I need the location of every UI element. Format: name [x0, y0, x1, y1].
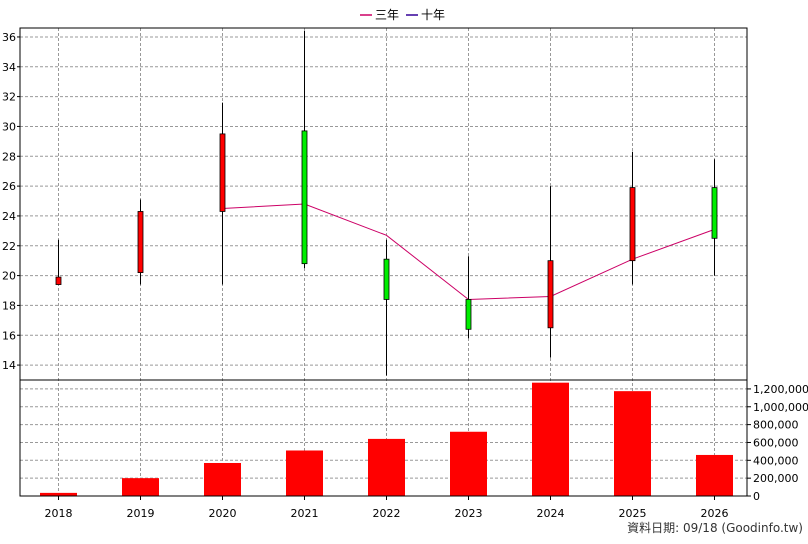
- volume-bar-2023: [450, 431, 487, 496]
- legend-label-0: 三年: [375, 8, 399, 22]
- candle-body-2026: [711, 187, 718, 239]
- volume-tick-label-4: 800,000: [753, 419, 799, 432]
- price-tick-label-9: 32: [2, 91, 16, 104]
- candle-body-2023: [465, 299, 472, 330]
- volume-axis-ticks: 0 200,000 400,000 600,000 800,000 1,000,000 1,…: [747, 383, 808, 503]
- candle-body-2018: [55, 276, 62, 285]
- volume-bar-2022: [368, 438, 405, 496]
- volume-plot-frame: [19, 379, 748, 497]
- volume-tick-label-0: 0: [753, 490, 760, 503]
- x-axis-ticks: 2018 2019 2020 2021 2022 2023 2024 2025 2026: [45, 496, 729, 520]
- candle-body-2025: [629, 187, 636, 262]
- x-tick-label-2026: 2026: [701, 507, 729, 520]
- legend-label-1: 十年: [421, 8, 445, 22]
- volume-bars: [40, 382, 733, 496]
- x-tick-label-2022: 2022: [373, 507, 401, 520]
- volume-tick-label-3: 600,000: [753, 436, 799, 449]
- legend: 三年 十年: [360, 8, 445, 22]
- volume-bar-2019: [122, 478, 159, 496]
- price-tick-label-8: 30: [2, 120, 16, 133]
- price-tick-label-4: 22: [2, 240, 16, 253]
- volume-bar-2021: [286, 450, 323, 496]
- price-tick-label-0: 14: [2, 359, 16, 372]
- volume-bar-2025: [614, 391, 651, 496]
- x-tick-label-2024: 2024: [537, 507, 565, 520]
- candle-body-2024: [547, 260, 554, 329]
- candlesticks: [55, 30, 718, 376]
- data-date-footnote: 資料日期: 09/18 (Goodinfo.tw): [627, 521, 803, 535]
- x-tick-label-2023: 2023: [455, 507, 483, 520]
- candle-body-2019: [137, 211, 144, 274]
- x-tick-label-2018: 2018: [45, 507, 73, 520]
- price-tick-label-6: 26: [2, 180, 16, 193]
- price-tick-label-3: 20: [2, 270, 16, 283]
- price-tick-label-1: 16: [2, 329, 16, 342]
- price-tick-label-5: 24: [2, 210, 16, 223]
- x-tick-label-2019: 2019: [127, 507, 155, 520]
- price-tick-label-11: 36: [2, 31, 16, 44]
- x-tick-label-2025: 2025: [619, 507, 647, 520]
- volume-tick-label-6: 1,200,000: [753, 383, 808, 396]
- volume-bar-2026: [696, 454, 733, 496]
- candle-body-2020: [219, 133, 226, 212]
- price-plot-frame: [19, 27, 748, 381]
- volume-tick-label-2: 400,000: [753, 454, 799, 467]
- volume-tick-label-5: 1,000,000: [753, 401, 808, 414]
- price-tick-label-7: 28: [2, 150, 16, 163]
- x-tick-label-2021: 2021: [291, 507, 319, 520]
- candle-body-2021: [301, 130, 308, 265]
- volume-tick-label-1: 200,000: [753, 472, 799, 485]
- volume-bar-2020: [204, 462, 241, 496]
- candle-body-2022: [383, 258, 390, 300]
- plot-frames: [19, 27, 748, 497]
- price-axis-ticks: 14 16 18 20 22 24 26 28 30 32 34 36: [2, 31, 20, 372]
- volume-bar-2024: [532, 382, 569, 496]
- x-tick-label-2020: 2020: [209, 507, 237, 520]
- volume-bar-2018: [40, 492, 77, 496]
- price-tick-label-2: 18: [2, 299, 16, 312]
- price-tick-label-10: 34: [2, 61, 16, 74]
